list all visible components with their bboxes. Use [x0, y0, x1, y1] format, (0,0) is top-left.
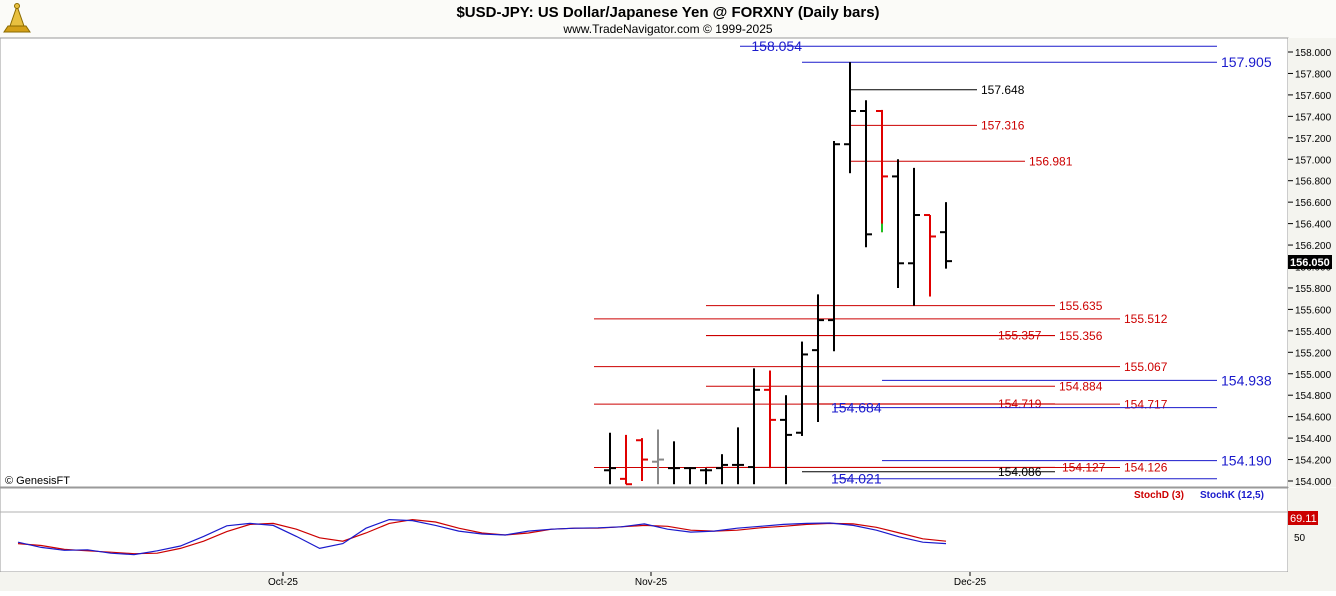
- stochastic-lines: [17, 518, 947, 556]
- stoch-last-value: 69.11: [1290, 513, 1317, 525]
- ohlc-bar: [620, 434, 632, 486]
- ohlc-bar: [668, 441, 680, 485]
- level-label: 157.316: [981, 119, 1025, 133]
- x-axis: [0, 572, 1336, 591]
- price-tick-label: 156.200: [1295, 241, 1332, 252]
- watermark: © GenesisFT: [5, 475, 70, 487]
- last-price-box: [1288, 255, 1332, 269]
- price-tick-label: 157.200: [1295, 134, 1332, 145]
- price-tick-label: 157.800: [1295, 69, 1332, 80]
- price-tick-label: 154.400: [1295, 434, 1332, 445]
- logo-icon: [3, 3, 31, 33]
- price-tick-label: 155.600: [1295, 305, 1332, 316]
- level-label: 155.067: [1124, 360, 1168, 374]
- ohlc-bar: [812, 294, 824, 423]
- level-label: 154.126: [1124, 461, 1168, 475]
- level-label: 155.356: [1059, 329, 1103, 343]
- legend-stochk: StochK (12,5): [1200, 490, 1264, 501]
- ohlc-bar: [732, 427, 744, 485]
- ohlc-bar: [828, 141, 840, 352]
- price-tick-label: 155.400: [1295, 327, 1332, 338]
- price-tick-label: 156.400: [1295, 220, 1332, 231]
- legend-stochd: StochD (3): [1134, 490, 1184, 501]
- price-tick-label: 156.600: [1295, 198, 1332, 209]
- ohlc-bar: [940, 202, 952, 269]
- level-label: 158.054: [751, 38, 802, 54]
- price-tick-label: 154.000: [1295, 477, 1332, 488]
- level-label: 154.086: [998, 465, 1042, 479]
- price-panel: [0, 37, 1289, 488]
- ohlc-bar: [780, 395, 792, 485]
- stochk-line: [17, 518, 947, 556]
- price-tick-label: 155.200: [1295, 348, 1332, 359]
- level-label: 155.635: [1059, 299, 1103, 313]
- level-label: 154.938: [1221, 372, 1272, 388]
- stochd-line: [17, 518, 947, 555]
- level-label: 154.190: [1221, 453, 1272, 469]
- ohlc-bar: [892, 159, 904, 288]
- last-price-label: 156.050: [1290, 257, 1330, 269]
- price-tick-label: 155.800: [1295, 284, 1332, 295]
- bars-layer: [604, 62, 952, 486]
- x-tick-label: Oct-25: [268, 577, 298, 588]
- chart-subtitle: www.TradeNavigator.com © 1999-2025: [562, 22, 772, 36]
- price-tick-label: 157.000: [1295, 155, 1332, 166]
- ohlc-bar: [876, 109, 888, 233]
- ohlc-bar: [844, 62, 856, 174]
- ohlc-bar: [796, 341, 808, 436]
- price-tick-label: 154.600: [1295, 413, 1332, 424]
- level-label: 154.884: [1059, 379, 1103, 393]
- ohlc-bar: [908, 167, 920, 306]
- price-tick-label: 157.400: [1295, 112, 1332, 123]
- chart-title: $USD-JPY: US Dollar/Japanese Yen @ FORXN…: [456, 4, 879, 21]
- last-price-tag: 156.050: [1288, 255, 1332, 269]
- stoch-tick-50: 50: [1294, 533, 1306, 544]
- level-label: 156.981: [1029, 154, 1073, 168]
- ohlc-bar: [684, 467, 696, 485]
- stochastic-axis: [1288, 488, 1336, 572]
- ohlc-bar: [652, 429, 664, 485]
- ohlc-bar: [748, 368, 760, 485]
- ohlc-bar: [700, 468, 712, 485]
- level-label: 154.021: [831, 471, 882, 487]
- price-tick-label: 158.000: [1295, 48, 1332, 59]
- price-tick-label: 154.200: [1295, 456, 1332, 467]
- ohlc-bar: [764, 370, 776, 469]
- stoch-last-box: [1288, 511, 1318, 525]
- stochastic-panel: [0, 487, 1289, 573]
- x-tick-label: Dec-25: [954, 577, 987, 588]
- level-label: 157.905: [1221, 54, 1272, 70]
- x-tick-label: Nov-25: [635, 577, 668, 588]
- ohlc-bar: [924, 214, 936, 297]
- price-tick-label: 156.800: [1295, 177, 1332, 188]
- level-label: 157.648: [981, 83, 1025, 97]
- ohlc-bar: [604, 432, 616, 485]
- level-label: 155.512: [1124, 312, 1168, 326]
- level-label: 154.684: [831, 400, 882, 416]
- ohlc-bar: [860, 100, 872, 248]
- price-tick-label: 155.000: [1295, 370, 1332, 381]
- ohlc-bar: [636, 438, 648, 481]
- level-label: 154.717: [1124, 397, 1168, 411]
- levels-layer: 158.054 157.905 157.648 157.316 156.981 155.6…: [594, 38, 1272, 487]
- price-tick-label: 154.800: [1295, 391, 1332, 402]
- x-axis-labels: Oct-25 Nov-25 Dec-25: [268, 572, 987, 588]
- ohlc-bar: [716, 454, 728, 485]
- price-tick-label: 157.600: [1295, 91, 1332, 102]
